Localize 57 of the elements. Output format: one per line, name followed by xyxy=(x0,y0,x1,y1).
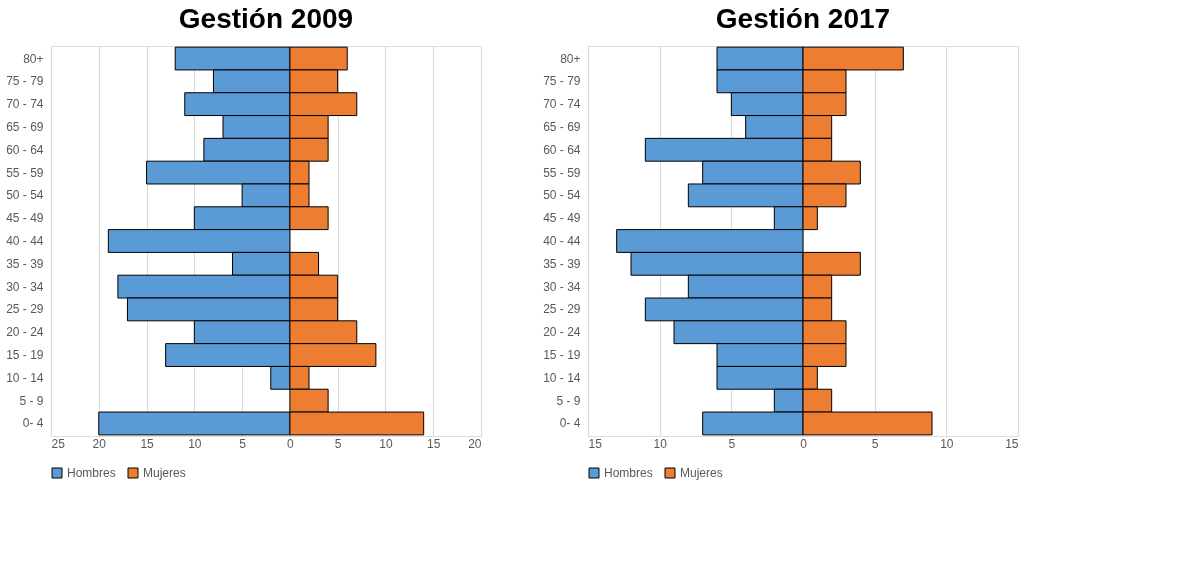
y-tick-label: 60 - 64 xyxy=(543,142,581,157)
y-tick-label: 0- 4 xyxy=(22,416,44,431)
y-tick-label: 30 - 34 xyxy=(543,279,581,294)
y-tick-label: 30 - 34 xyxy=(6,279,44,294)
y-tick-label: 0- 4 xyxy=(559,416,581,431)
y-tick-label: 45 - 49 xyxy=(543,211,581,226)
y-tick-label: 80+ xyxy=(560,51,581,66)
x-tick-label: 0 xyxy=(800,436,808,451)
x-tick-label: 10 xyxy=(940,436,954,451)
x-tick-label: 5 xyxy=(871,436,879,451)
y-tick-label: 60 - 64 xyxy=(6,142,44,157)
legend-label: Mujeres xyxy=(143,466,186,480)
x-tick-label: 5 xyxy=(334,436,342,451)
y-tick-label: 50 - 54 xyxy=(543,188,581,203)
y-tick-label: 20 - 24 xyxy=(543,325,581,340)
x-tick-label: 5 xyxy=(239,436,247,451)
y-tick-label: 70 - 74 xyxy=(6,97,44,112)
y-tick-label: 55 - 59 xyxy=(6,165,44,180)
y-tick-label: 5 - 9 xyxy=(556,393,581,408)
y-tick-label: 65 - 69 xyxy=(6,119,44,134)
y-tick-label: 35 - 39 xyxy=(6,256,44,271)
y-tick-label: 25 - 29 xyxy=(543,302,581,317)
y-tick-label: 20 - 24 xyxy=(6,325,44,340)
legend-label: Hombres xyxy=(604,466,653,480)
x-tick-label: 10 xyxy=(379,436,393,451)
chart-title: Gestión 2017 xyxy=(715,3,891,34)
y-tick-label: 5 - 9 xyxy=(19,393,44,408)
chart-title: Gestión 2009 xyxy=(178,3,354,34)
y-tick-label: 55 - 59 xyxy=(543,165,581,180)
x-tick-label: 25 xyxy=(51,436,66,451)
y-tick-label: 65 - 69 xyxy=(543,119,581,134)
x-tick-label: 10 xyxy=(653,436,668,451)
x-tick-label: 10 xyxy=(188,436,202,451)
y-tick-label: 10 - 14 xyxy=(543,370,581,385)
y-tick-label: 75 - 79 xyxy=(6,74,44,89)
x-tick-label: 15 xyxy=(588,436,603,451)
y-tick-label: 40 - 44 xyxy=(543,234,581,248)
y-tick-label: 75 - 79 xyxy=(543,74,581,89)
y-tick-label: 35 - 39 xyxy=(543,256,581,271)
y-tick-label: 70 - 74 xyxy=(543,97,581,112)
y-tick-label: 10 - 14 xyxy=(6,370,44,385)
y-tick-label: 15 - 19 xyxy=(6,348,44,363)
x-tick-label: 0 xyxy=(287,436,295,451)
y-tick-label: 80+ xyxy=(23,51,44,66)
x-tick-label: 15 xyxy=(140,436,155,451)
y-tick-label: 25 - 29 xyxy=(6,302,44,317)
x-tick-label: 5 xyxy=(728,436,736,451)
y-tick-label: 50 - 54 xyxy=(6,188,44,203)
x-tick-label: 15 xyxy=(1005,436,1019,451)
x-tick-label: 20 xyxy=(92,436,107,451)
y-tick-label: 15 - 19 xyxy=(543,348,581,363)
legend-label: Hombres xyxy=(67,466,116,480)
y-tick-label: 40 - 44 xyxy=(6,234,44,248)
y-tick-label: 45 - 49 xyxy=(6,211,44,226)
legend-label: Mujeres xyxy=(680,466,723,480)
x-tick-label: 20 xyxy=(468,436,482,451)
x-tick-label: 15 xyxy=(427,436,441,451)
